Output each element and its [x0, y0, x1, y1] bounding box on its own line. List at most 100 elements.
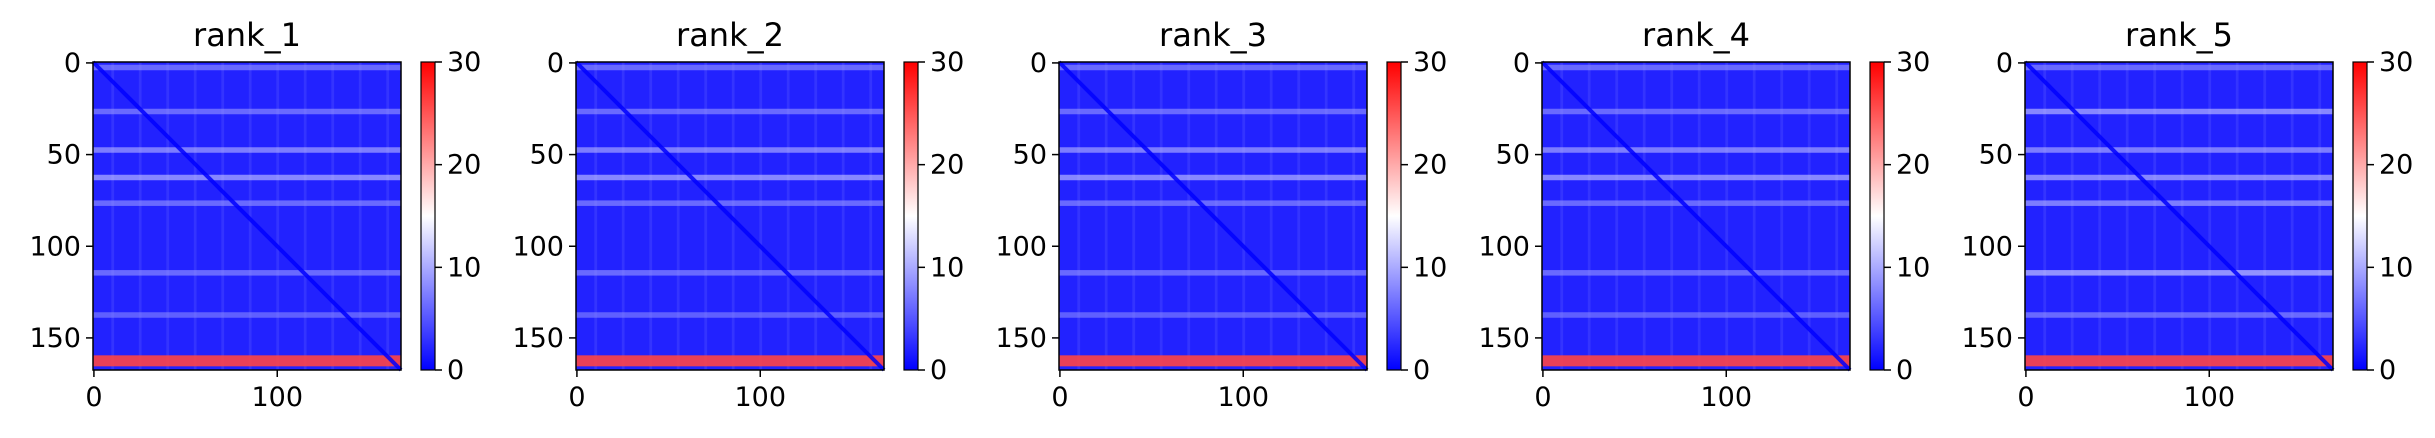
heatmap-column-streak: [2263, 62, 2266, 370]
colorbar: [904, 62, 918, 370]
heatmap-band: [1059, 312, 1367, 318]
heatmap-band: [93, 200, 401, 206]
heatmap-band: [576, 312, 884, 318]
heatmap-column-streak: [704, 62, 707, 370]
chart-title: rank_5: [2125, 16, 2233, 54]
colorbar-tick-label: 20: [2379, 150, 2413, 181]
x-tick-label: 100: [1700, 382, 1752, 413]
heatmap-column-streak: [2208, 62, 2211, 370]
y-tick-label: 50: [47, 140, 81, 171]
heatmap-band: [2025, 355, 2333, 366]
heatmap-column-streak: [1325, 62, 1328, 370]
heatmap-column-streak: [1270, 62, 1273, 370]
heatmap-column-streak: [359, 62, 362, 370]
y-tick-label: 150: [995, 323, 1047, 354]
colorbar-tick-label: 0: [447, 355, 464, 386]
colorbar-tick-label: 10: [1896, 252, 1930, 283]
heatmap-band: [2025, 312, 2333, 318]
y-tick-label: 50: [1013, 140, 1047, 171]
heatmap-column-streak: [787, 62, 790, 370]
colorbar-tick-label: 20: [930, 150, 964, 181]
heatmap-band: [93, 147, 401, 153]
colorbar: [421, 62, 435, 370]
heatmap-band: [576, 147, 884, 153]
heatmap-column-streak: [814, 62, 817, 370]
heatmap-band: [93, 175, 401, 181]
colorbar-tick-label: 0: [2379, 355, 2396, 386]
heatmap-band: [2025, 175, 2333, 181]
heatmap-band: [2025, 65, 2333, 71]
heatmap-column-streak: [869, 62, 872, 370]
heatmap-band: [1059, 147, 1367, 153]
y-tick-label: 150: [1961, 323, 2013, 354]
y-tick-label: 100: [29, 231, 81, 262]
heatmap-column-streak: [759, 62, 762, 370]
heatmap-band: [1059, 270, 1367, 276]
heatmap-column-streak: [1160, 62, 1163, 370]
colorbar-tick-label: 10: [447, 252, 481, 283]
heatmap-column-streak: [2291, 62, 2294, 370]
heatmap-band: [576, 65, 884, 71]
colorbar-tick-label: 20: [1413, 150, 1447, 181]
y-tick-label: 0: [547, 48, 564, 79]
colorbar: [2353, 62, 2367, 370]
heatmap-band: [1059, 65, 1367, 71]
y-tick-label: 100: [1478, 231, 1530, 262]
heatmap-column-streak: [1560, 62, 1563, 370]
heatmap-band: [1542, 65, 1850, 71]
y-tick-label: 150: [512, 323, 564, 354]
heatmap-band: [1542, 270, 1850, 276]
heatmap-panel: rank_50501001500 1000102030: [1961, 16, 2413, 413]
heatmap-column-streak: [1077, 62, 1080, 370]
x-tick-label: 100: [1217, 382, 1269, 413]
heatmap-column-streak: [1835, 62, 1838, 370]
heatmap-column-streak: [1808, 62, 1811, 370]
heatmap-column-streak: [1242, 62, 1245, 370]
heatmap-column-streak: [842, 62, 845, 370]
heatmap-band: [1542, 147, 1850, 153]
heatmap-column-streak: [386, 62, 389, 370]
colorbar-tick-label: 10: [1413, 252, 1447, 283]
y-tick-label: 0: [1030, 48, 1047, 79]
heatmap-column-streak: [594, 62, 597, 370]
heatmap-column-streak: [194, 62, 197, 370]
x-tick-label: 0: [568, 382, 585, 413]
y-tick-label: 0: [1996, 48, 2013, 79]
heatmap-column-streak: [2126, 62, 2129, 370]
heatmap-band: [1059, 355, 1367, 366]
y-tick-label: 50: [1979, 140, 2013, 171]
colorbar-tick-label: 30: [447, 47, 481, 78]
heatmap-band: [1059, 175, 1367, 181]
heatmap-band: [1542, 200, 1850, 206]
heatmap-column-streak: [1780, 62, 1783, 370]
x-tick-label: 100: [734, 382, 786, 413]
heatmap-band: [576, 355, 884, 366]
colorbar-tick-label: 0: [1896, 355, 1913, 386]
colorbar: [1387, 62, 1401, 370]
heatmap-column-streak: [331, 62, 334, 370]
heatmap-column-streak: [1352, 62, 1355, 370]
colorbar-tick-label: 10: [930, 252, 964, 283]
y-tick-label: 100: [1961, 231, 2013, 262]
colorbar-tick-label: 20: [1896, 150, 1930, 181]
heatmap-band: [93, 355, 401, 366]
heatmap-column-streak: [166, 62, 169, 370]
heatmap-column-streak: [677, 62, 680, 370]
y-tick-label: 50: [530, 140, 564, 171]
heatmap-column-streak: [276, 62, 279, 370]
heatmap-column-streak: [1670, 62, 1673, 370]
heatmap-band: [576, 270, 884, 276]
x-tick-label: 0: [1051, 382, 1068, 413]
heatmap-column-streak: [2236, 62, 2239, 370]
colorbar-tick-label: 30: [1413, 47, 1447, 78]
heatmap-column-streak: [649, 62, 652, 370]
y-tick-label: 100: [995, 231, 1047, 262]
chart-title: rank_3: [1159, 16, 1267, 54]
y-tick-label: 50: [1496, 140, 1530, 171]
colorbar-tick-label: 30: [1896, 47, 1930, 78]
colorbar-tick-label: 0: [1413, 355, 1430, 386]
